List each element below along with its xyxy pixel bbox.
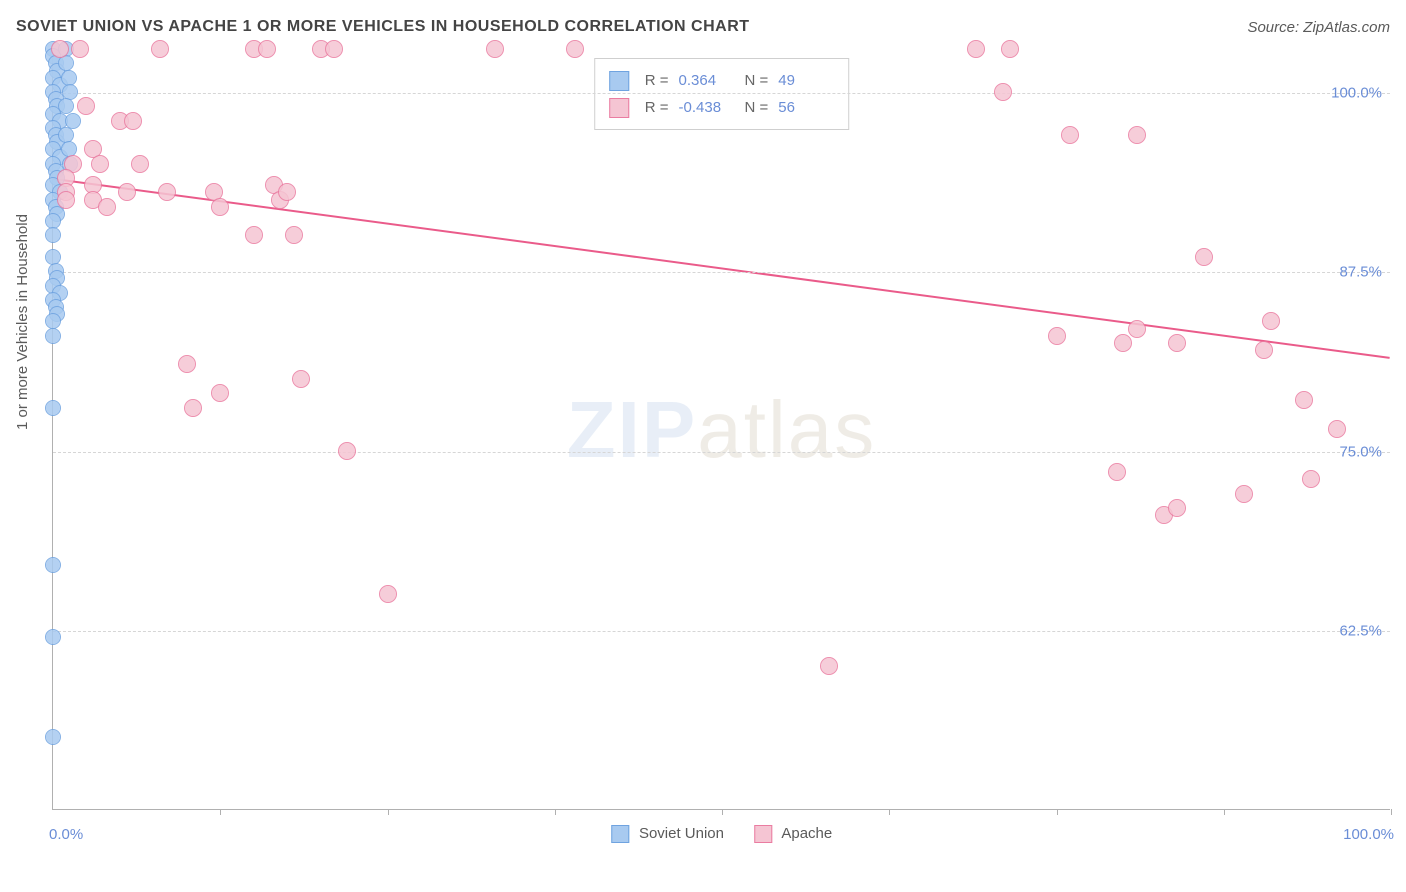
data-point <box>1255 341 1273 359</box>
scatter-chart: ZIPatlas R = 0.364 N = 49 R = -0.438 N =… <box>52 50 1390 810</box>
x-tick-mark <box>722 809 723 815</box>
data-point <box>1001 40 1019 58</box>
data-point <box>1168 499 1186 517</box>
data-point <box>71 40 89 58</box>
watermark: ZIPatlas <box>567 384 876 476</box>
data-point <box>45 629 61 645</box>
data-point <box>131 155 149 173</box>
data-point <box>379 585 397 603</box>
data-point <box>285 226 303 244</box>
data-point <box>211 384 229 402</box>
y-tick-label: 75.0% <box>1339 443 1382 460</box>
data-point <box>325 40 343 58</box>
data-point <box>1128 126 1146 144</box>
data-point <box>486 40 504 58</box>
data-point <box>45 400 61 416</box>
data-point <box>1262 312 1280 330</box>
chart-title: SOVIET UNION VS APACHE 1 OR MORE VEHICLE… <box>16 18 750 36</box>
data-point <box>91 155 109 173</box>
data-point <box>45 557 61 573</box>
chart-source: Source: ZipAtlas.com <box>1247 19 1390 36</box>
y-tick-label: 62.5% <box>1339 622 1382 639</box>
x-axis-min-label: 0.0% <box>49 826 83 843</box>
y-tick-label: 100.0% <box>1331 85 1382 102</box>
stats-row-soviet-union: R = 0.364 N = 49 <box>609 67 835 94</box>
data-point <box>118 183 136 201</box>
x-axis-max-label: 100.0% <box>1343 826 1394 843</box>
data-point <box>1295 391 1313 409</box>
swatch-icon <box>611 825 629 843</box>
data-point <box>45 729 61 745</box>
data-point <box>1235 485 1253 503</box>
data-point <box>124 112 142 130</box>
data-point <box>151 40 169 58</box>
x-tick-mark <box>388 809 389 815</box>
data-point <box>994 83 1012 101</box>
gridline <box>53 272 1390 273</box>
y-tick-label: 87.5% <box>1339 264 1382 281</box>
data-point <box>245 226 263 244</box>
stats-row-apache: R = -0.438 N = 56 <box>609 94 835 121</box>
bottom-legend: Soviet Union Apache <box>611 825 832 843</box>
legend-item-apache: Apache <box>754 825 832 843</box>
gridline <box>53 631 1390 632</box>
data-point <box>158 183 176 201</box>
data-point <box>278 183 296 201</box>
legend-item-soviet-union: Soviet Union <box>611 825 724 843</box>
data-point <box>184 399 202 417</box>
x-tick-mark <box>555 809 556 815</box>
swatch-icon <box>609 71 629 91</box>
data-point <box>292 370 310 388</box>
data-point <box>338 442 356 460</box>
data-point <box>1108 463 1126 481</box>
data-point <box>211 198 229 216</box>
data-point <box>820 657 838 675</box>
y-axis-label: 1 or more Vehicles in Household <box>14 214 31 430</box>
data-point <box>45 328 61 344</box>
data-point <box>98 198 116 216</box>
data-point <box>1128 320 1146 338</box>
swatch-icon <box>609 98 629 118</box>
data-point <box>45 227 61 243</box>
gridline <box>53 93 1390 94</box>
trendline-layer <box>53 50 1390 809</box>
data-point <box>1328 420 1346 438</box>
data-point <box>178 355 196 373</box>
x-tick-mark <box>220 809 221 815</box>
data-point <box>77 97 95 115</box>
data-point <box>1195 248 1213 266</box>
x-tick-mark <box>889 809 890 815</box>
x-tick-mark <box>1224 809 1225 815</box>
data-point <box>1168 334 1186 352</box>
data-point <box>1114 334 1132 352</box>
swatch-icon <box>754 825 772 843</box>
data-point <box>1302 470 1320 488</box>
gridline <box>53 452 1390 453</box>
data-point <box>967 40 985 58</box>
trendline <box>53 179 1389 358</box>
data-point <box>1061 126 1079 144</box>
data-point <box>51 40 69 58</box>
data-point <box>1048 327 1066 345</box>
x-tick-mark <box>1057 809 1058 815</box>
data-point <box>258 40 276 58</box>
data-point <box>566 40 584 58</box>
x-tick-mark <box>1391 809 1392 815</box>
data-point <box>57 191 75 209</box>
